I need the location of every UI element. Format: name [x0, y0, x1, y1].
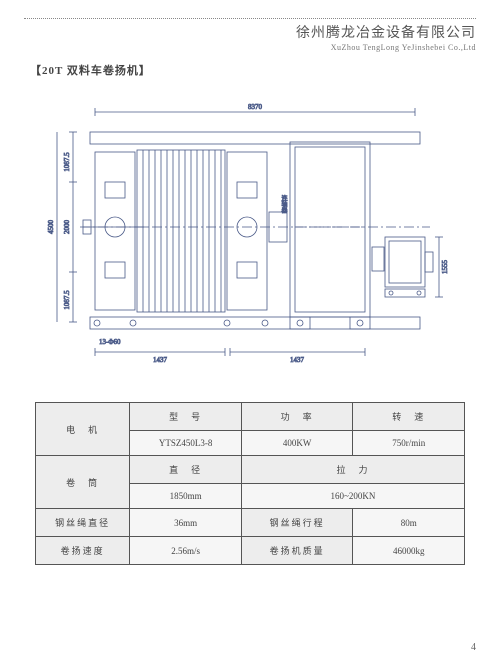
model-header: 型 号 — [130, 403, 242, 431]
dim-left-c: 1087.5 — [63, 290, 71, 310]
power-value: 400KW — [241, 431, 353, 456]
dim-left-total: 4500 — [47, 220, 55, 235]
pull-value: 160~200KN — [241, 484, 464, 509]
company-name-cn: 徐州腾龙冶金设备有限公司 — [24, 22, 476, 42]
pull-header: 拉 力 — [241, 456, 464, 484]
winch-speed-value: 2.56m/s — [130, 537, 242, 565]
table-row: 卷 筒 直 径 拉 力 — [36, 456, 465, 484]
motor-label: 电 机 — [36, 403, 130, 456]
diameter-value: 1850mm — [130, 484, 242, 509]
drum-label: 卷 筒 — [36, 456, 130, 509]
dim-base-left: 1437 — [153, 356, 168, 364]
page-number: 4 — [471, 642, 476, 653]
power-header: 功 率 — [241, 403, 353, 431]
hole-note: 13-Φ60 — [99, 338, 121, 346]
company-block: 徐州腾龙冶金设备有限公司 XuZhou TengLong YeJinshebei… — [24, 22, 476, 52]
rope-travel-label: 钢丝绳行程 — [241, 509, 353, 537]
winch-mass-label: 卷扬机质量 — [241, 537, 353, 565]
spec-table: 电 机 型 号 功 率 转 速 YTSZ450L3-8 400KW 750r/m… — [35, 402, 465, 565]
company-name-en: XuZhou TengLong YeJinshebei Co.,Ltd — [24, 43, 476, 52]
engineering-diagram: 8370 1087.5 2000 1087.5 4500 — [35, 92, 465, 372]
dim-overall-width: 8370 — [248, 103, 263, 111]
speed-value: 750r/min — [353, 431, 465, 456]
table-row: 卷扬速度 2.56m/s 卷扬机质量 46000kg — [36, 537, 465, 565]
coupling-label: 连轴器 — [280, 194, 287, 214]
header-rule — [24, 18, 476, 19]
winch-mass-value: 46000kg — [353, 537, 465, 565]
rope-travel-value: 80m — [353, 509, 465, 537]
rope-d-value: 36mm — [130, 509, 242, 537]
dim-left-a: 1087.5 — [63, 152, 71, 172]
dim-base-right: 1437 — [290, 356, 305, 364]
diameter-header: 直 径 — [130, 456, 242, 484]
rope-d-label: 钢丝绳直径 — [36, 509, 130, 537]
table-row: 电 机 型 号 功 率 转 速 — [36, 403, 465, 431]
model-value: YTSZ450L3-8 — [130, 431, 242, 456]
speed-header: 转 速 — [353, 403, 465, 431]
dim-left-b: 2000 — [63, 220, 71, 235]
dim-motor-height: 1555 — [441, 260, 449, 275]
table-row: 钢丝绳直径 36mm 钢丝绳行程 80m — [36, 509, 465, 537]
section-title: 【20T 双料车卷扬机】 — [30, 62, 476, 78]
winch-speed-label: 卷扬速度 — [36, 537, 130, 565]
